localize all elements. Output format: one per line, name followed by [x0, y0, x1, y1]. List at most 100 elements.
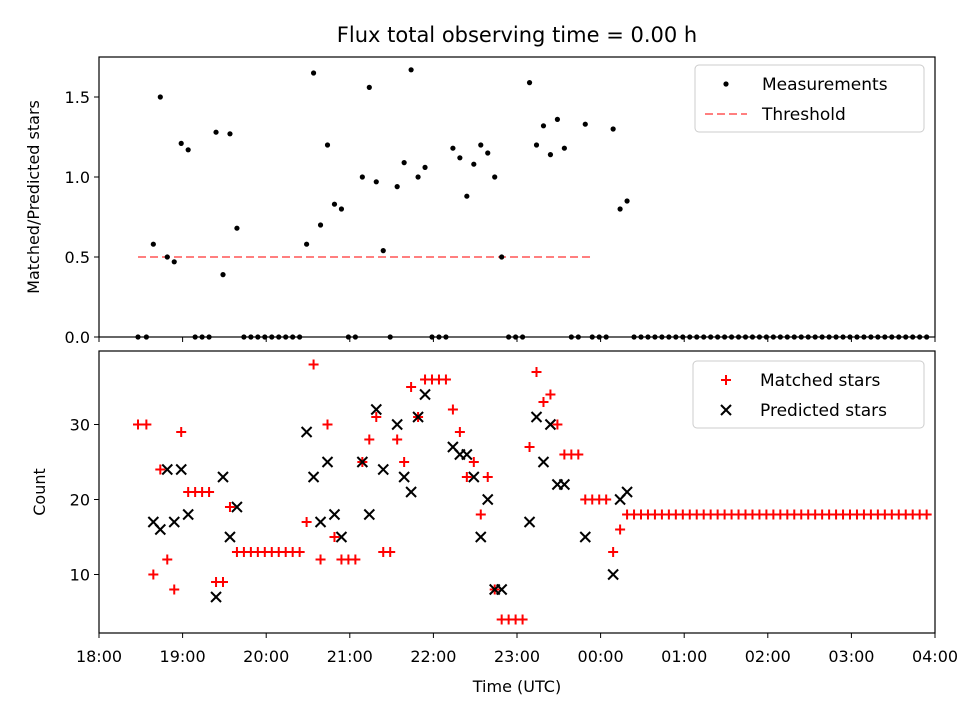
chart-title: Flux total observing time = 0.00 h: [337, 23, 697, 47]
predicted-star-point: [224, 531, 236, 543]
x-axis-label: Time (UTC): [472, 677, 561, 696]
matched-star-point: [364, 434, 375, 445]
predicted-star-point: [321, 456, 334, 468]
measurement-point: [185, 147, 191, 153]
predicted-star-point: [168, 516, 180, 528]
predicted-star-point: [495, 583, 508, 596]
predicted-star-point: [335, 531, 348, 543]
y-tick-label: 20: [70, 491, 90, 510]
measurement-point: [234, 225, 240, 231]
matched-star-point: [294, 547, 305, 557]
measurement-point: [450, 145, 456, 151]
predicted-star-point: [398, 471, 410, 483]
measurement-point: [617, 206, 623, 212]
matched-star-point: [308, 359, 319, 370]
measurement-point: [213, 129, 219, 135]
y-tick-label: 10: [70, 566, 90, 585]
matched-star-point: [385, 547, 396, 557]
y-tick-label: 30: [70, 416, 90, 435]
measurement-point: [150, 241, 156, 247]
measurement-point: [422, 164, 428, 170]
predicted-star-point: [210, 591, 222, 603]
y-axis-label: Matched/Predicted stars: [24, 100, 43, 294]
measurement-point: [310, 70, 317, 76]
legend-marker-matched: [721, 375, 731, 385]
measurement-point: [478, 142, 484, 148]
x-tick-label: 01:00: [661, 647, 707, 666]
matched-star-point: [162, 554, 173, 565]
matched-star-point: [517, 614, 528, 625]
predicted-star-point: [231, 501, 243, 513]
predicted-star-point: [356, 456, 369, 468]
measurement-point: [394, 184, 400, 190]
matched-star-point: [468, 457, 479, 467]
matched-star-point: [608, 547, 619, 557]
predicted-star-point: [405, 486, 417, 498]
measurement-point: [401, 160, 407, 166]
ratio-panel: 0.0 0.5 1.0 1.5 Matched/Predicted stars Measu…: [24, 56, 936, 347]
predicted-star-point: [161, 463, 173, 476]
predicted-star-point: [419, 388, 431, 401]
y-tick-label: 0.0: [65, 328, 90, 347]
y-tick-label: 0.5: [65, 248, 90, 267]
predicted-star-point: [182, 508, 194, 521]
x-tick-label: 04:00: [912, 647, 958, 666]
measurement-point: [304, 241, 310, 247]
predicted-star-point: [377, 463, 389, 476]
y-tick-label: 1.5: [65, 88, 90, 107]
matched-star-point: [538, 397, 549, 407]
measurement-point: [220, 272, 226, 278]
measurement-point: [171, 259, 177, 265]
matched-star-point: [141, 419, 152, 430]
matched-star-point: [176, 427, 187, 437]
matched-star-point: [440, 374, 451, 385]
matched-star-point: [601, 494, 612, 505]
matched-star-point: [524, 442, 535, 452]
measurement-point: [492, 174, 498, 180]
predicted-star-point: [523, 516, 536, 528]
predicted-star-point: [544, 418, 557, 431]
measurement-point: [359, 174, 365, 180]
matched-star-point: [204, 487, 215, 497]
predicted-star-point: [217, 471, 229, 483]
x-tick-label: 21:00: [327, 647, 373, 666]
measurement-point: [380, 248, 386, 254]
measurement-point: [485, 150, 491, 156]
matched-star-point: [329, 532, 340, 542]
measurement-point: [415, 174, 421, 180]
predicted-star-point: [154, 523, 167, 536]
matched-star-point: [573, 449, 584, 460]
legend: Matched stars Predicted stars: [692, 360, 925, 429]
matched-star-point: [315, 554, 326, 565]
matched-star-point: [155, 464, 166, 475]
predicted-star-point: [314, 516, 327, 528]
predicted-star-point: [530, 411, 543, 423]
matched-star-point: [148, 569, 159, 580]
matched-star-point: [301, 517, 312, 527]
legend-label-matched: Matched stars: [760, 371, 880, 391]
measurement-point: [324, 142, 331, 148]
measurement-point: [457, 155, 463, 161]
measurement-point: [610, 126, 616, 132]
predicted-star-point: [482, 493, 494, 506]
measurement-point: [540, 123, 547, 129]
legend-box: [694, 64, 925, 133]
measurement-point: [366, 84, 372, 90]
matched-star-point: [454, 427, 465, 437]
legend-marker-measurements: [723, 81, 729, 87]
matched-star-point: [482, 472, 493, 482]
x-tick-label: 20:00: [243, 647, 289, 666]
measurement-point: [464, 193, 470, 199]
predicted-star-point: [607, 568, 619, 581]
predicted-star-point: [300, 426, 313, 438]
x-tick-label: 22:00: [410, 647, 456, 666]
matched-star-point: [475, 509, 486, 520]
x-tick-label: 03:00: [828, 647, 874, 666]
matched-star-point: [350, 554, 361, 565]
predicted-star-point: [370, 403, 382, 416]
predicted-star-point: [621, 486, 633, 498]
matched-star-point: [447, 404, 458, 415]
predicted-star-point: [175, 463, 187, 476]
predicted-star-point: [558, 478, 571, 491]
legend: Measurements Threshold: [694, 64, 925, 133]
